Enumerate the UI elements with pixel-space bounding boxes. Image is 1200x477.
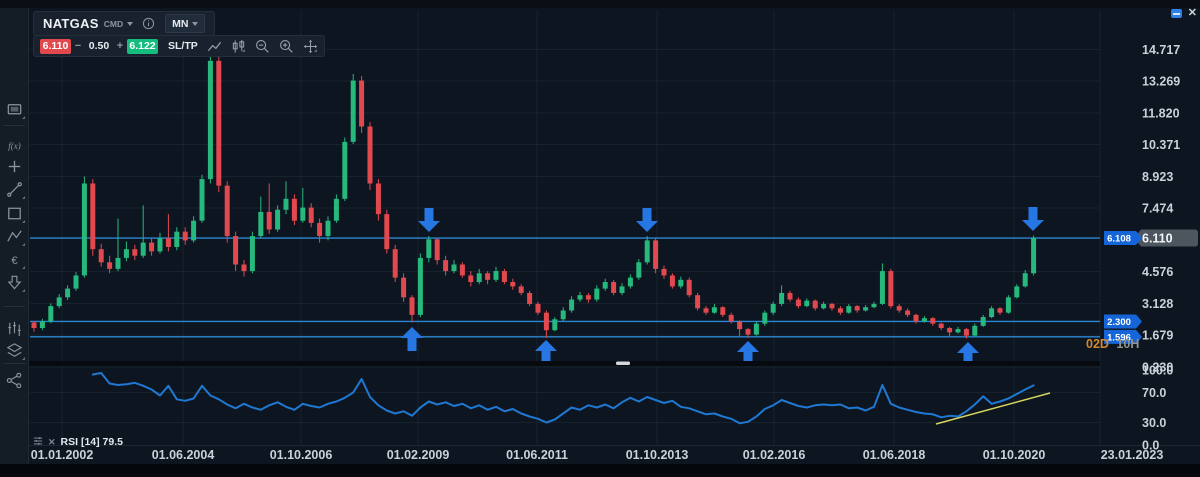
svg-text:6.110: 6.110 — [1142, 232, 1173, 246]
svg-text:3.128: 3.128 — [1142, 297, 1173, 311]
fibonacci-tool-icon[interactable]: € — [2, 247, 26, 271]
rsi-trendline[interactable] — [935, 392, 1051, 425]
candle-close-countdown: 02D 10H — [1086, 337, 1139, 351]
rsi-line — [91, 372, 1035, 425]
svg-text:6.108: 6.108 — [1107, 234, 1131, 245]
trendline-tool-icon[interactable] — [2, 177, 26, 201]
price-axis-labels: 14.717 13.269 11.820 10.371 8.923 7.474 4.576 3… — [1142, 43, 1180, 452]
svg-text:1.679: 1.679 — [1142, 329, 1173, 343]
sltp-button[interactable]: SL/TP — [168, 40, 198, 52]
instrument-info-icon[interactable] — [142, 17, 155, 30]
chart-grid — [30, 10, 1101, 445]
panel-divider-handle[interactable] — [616, 361, 630, 366]
svg-text:70.0: 70.0 — [1142, 386, 1166, 400]
price-level-lines[interactable] — [30, 237, 1100, 338]
drawing-tools-sidebar: f(x) € — [0, 8, 29, 464]
sidebar-separator — [3, 306, 25, 307]
volume-decrease-button[interactable]: − — [74, 40, 82, 52]
signal-arrow-up — [737, 341, 759, 365]
candles-up — [39, 50, 1037, 337]
countdown-days: 02D — [1086, 337, 1109, 351]
candlestick-chart-type-icon[interactable] — [231, 39, 246, 54]
svg-text:8.923: 8.923 — [1142, 170, 1173, 184]
trade-toolbar: 6.110 − 0.50 + 6.122 SL/TP — [33, 35, 325, 57]
chevron-down-icon[interactable] — [127, 21, 134, 26]
svg-text:1.596: 1.596 — [1107, 332, 1131, 343]
svg-text:0.230: 0.230 — [1142, 360, 1173, 374]
line-chart-type-icon[interactable] — [207, 39, 222, 54]
signal-arrow-up — [401, 327, 423, 351]
rectangle-tool-icon[interactable] — [2, 201, 26, 225]
volume-value[interactable]: 0.50 — [88, 40, 110, 52]
share-icon[interactable] — [2, 368, 26, 392]
svg-text:01.06.2004: 01.06.2004 — [152, 448, 215, 462]
svg-text:f(x): f(x) — [8, 140, 21, 150]
signal-arrow-down — [1022, 207, 1044, 231]
pan-crosshair-icon[interactable] — [303, 39, 318, 54]
symbol-name[interactable]: NATGAS — [43, 16, 99, 31]
signal-arrow-up — [957, 342, 979, 366]
dock-window-icon[interactable] — [1170, 9, 1182, 18]
current-price-badge: 6.110 — [1134, 229, 1198, 247]
svg-text:7.474: 7.474 — [1142, 202, 1173, 216]
countdown-hours: 10H — [1116, 337, 1140, 351]
function-indicator-icon[interactable]: f(x) — [2, 133, 26, 157]
svg-text:01.06.2011: 01.06.2011 — [506, 448, 568, 462]
arrow-marker-tool-icon[interactable] — [2, 270, 26, 294]
svg-text:14.717: 14.717 — [1142, 43, 1180, 57]
date-axis-labels: 01.01.2002 01.06.2004 01.10.2006 01.02.2009… — [31, 448, 1164, 462]
timeframe-label: MN — [172, 17, 189, 30]
zoom-out-icon[interactable] — [255, 39, 270, 54]
svg-text:11.820: 11.820 — [1142, 106, 1180, 120]
svg-text:100.0: 100.0 — [1142, 364, 1173, 378]
sidebar-separator — [3, 125, 25, 126]
instrument-toolbar: NATGAS CMD MN — [33, 11, 216, 36]
trade-signal-arrows — [401, 207, 1044, 366]
bottom-edge-strip — [0, 464, 1200, 477]
svg-text:4.576: 4.576 — [1142, 265, 1173, 279]
indicators-icon[interactable] — [2, 316, 26, 340]
candles-down — [31, 52, 1003, 339]
panel-divider[interactable] — [0, 361, 1100, 366]
svg-text:01.10.2020: 01.10.2020 — [983, 448, 1046, 462]
svg-text:€: € — [11, 254, 18, 266]
indicator-settings-icon[interactable] — [33, 433, 43, 451]
svg-text:30.0: 30.0 — [1142, 416, 1166, 430]
svg-text:0.0: 0.0 — [1142, 439, 1159, 453]
volume-increase-button[interactable]: + — [116, 40, 124, 52]
top-edge-strip — [0, 0, 1200, 8]
sidebar-separator — [3, 363, 25, 364]
rsi-indicator-info: ✕ RSI [14] 79.5 — [33, 433, 123, 451]
add-tool-icon[interactable] — [2, 154, 26, 178]
svg-text:01.01.2002: 01.01.2002 — [31, 448, 94, 462]
svg-text:01.02.2016: 01.02.2016 — [743, 448, 806, 462]
svg-text:23.01.2023: 23.01.2023 — [1101, 448, 1164, 462]
svg-text:10.371: 10.371 — [1142, 138, 1180, 152]
signal-arrow-down — [418, 208, 440, 232]
sell-button[interactable]: 6.110 — [40, 38, 71, 54]
svg-text:01.02.2009: 01.02.2009 — [387, 448, 450, 462]
chevron-down-icon — [192, 21, 199, 26]
buy-button[interactable]: 6.122 — [127, 38, 158, 54]
close-icon[interactable]: ✕ — [1187, 7, 1197, 19]
svg-text:01.10.2013: 01.10.2013 — [626, 448, 689, 462]
elliott-wave-tool-icon[interactable] — [2, 224, 26, 248]
indicator-remove-icon[interactable]: ✕ — [48, 436, 56, 447]
svg-text:01.06.2018: 01.06.2018 — [863, 448, 926, 462]
zoom-in-icon[interactable] — [279, 39, 294, 54]
svg-text:13.269: 13.269 — [1142, 75, 1180, 89]
signal-arrow-up — [535, 340, 557, 364]
svg-text:2.300: 2.300 — [1107, 317, 1131, 328]
chart-view-icon[interactable] — [2, 97, 26, 121]
signal-arrow-down — [636, 208, 658, 232]
indicator-label: RSI [14] 79.5 — [60, 436, 123, 448]
price-level-badges: 6.108 2.300 1.596 — [1104, 231, 1142, 344]
layers-icon[interactable] — [2, 338, 26, 362]
window-controls: ✕ — [1170, 7, 1197, 19]
svg-text:01.10.2006: 01.10.2006 — [270, 448, 333, 462]
symbol-market-type: CMD — [103, 18, 124, 29]
timeframe-selector[interactable]: MN — [165, 14, 206, 33]
